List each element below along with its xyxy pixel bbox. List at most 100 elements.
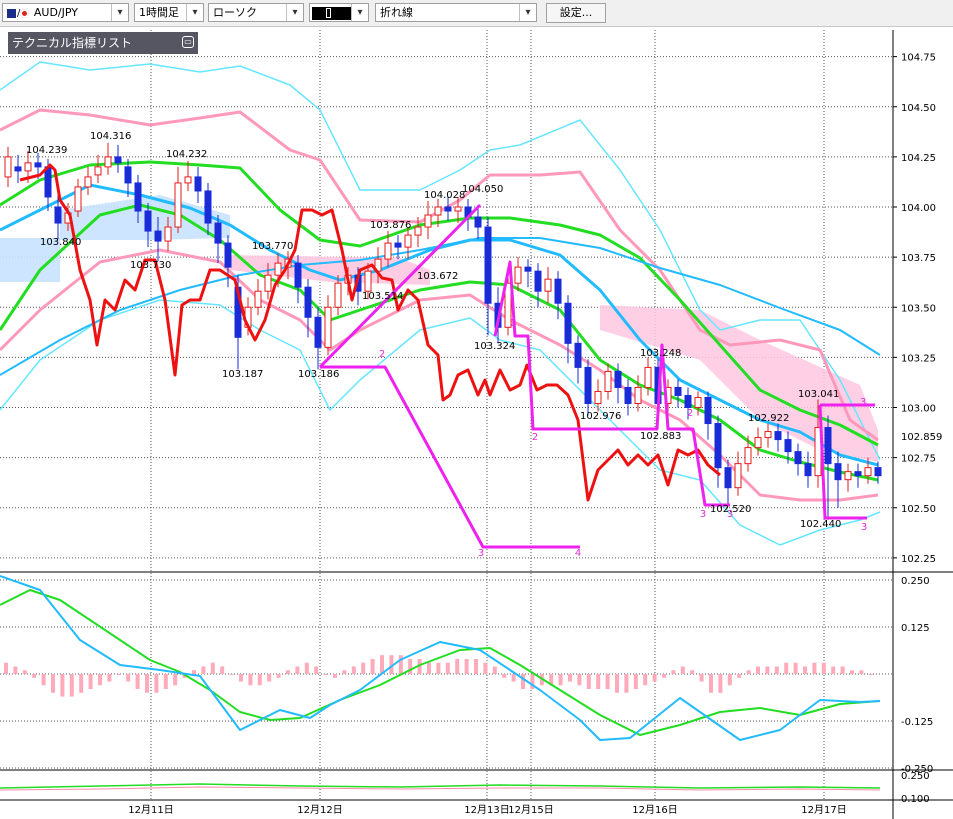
chevron-down-icon[interactable]: ▾	[519, 4, 536, 21]
candle-up	[424, 214, 432, 228]
indicator-list-panel[interactable]: テクニカル指標リスト ▭	[8, 32, 198, 54]
candle-down	[714, 423, 722, 469]
candle-down	[214, 222, 222, 244]
histogram-bar	[859, 670, 864, 674]
candle-down	[34, 162, 42, 168]
histogram-bar	[568, 674, 572, 682]
candle-up	[454, 206, 462, 212]
settings-button[interactable]: 設定...	[546, 3, 606, 23]
candle-down	[534, 270, 542, 292]
histogram-bar	[135, 674, 140, 690]
candle-up	[104, 156, 112, 168]
cloud-area-blue	[0, 238, 60, 282]
candle-down	[804, 463, 812, 477]
histogram-bar	[812, 662, 817, 674]
histogram-bar	[60, 674, 65, 697]
oscillator-tick-label: -0.250	[901, 764, 933, 775]
lower-panel-line	[0, 783, 881, 789]
price-annotation: 104.050	[462, 184, 503, 195]
histogram-bar	[69, 674, 74, 697]
histogram-bar	[474, 658, 478, 674]
candle-down	[524, 266, 532, 272]
line-tool-select[interactable]: 折れ線 ▾	[375, 3, 537, 22]
histogram-bar	[615, 674, 619, 693]
symbol-select[interactable]: / AUD/JPY ▾	[2, 3, 129, 22]
price-annotation: 103.770	[252, 241, 293, 252]
histogram-bar	[436, 662, 441, 674]
histogram-bar	[163, 674, 168, 690]
price-annotation: 103.730	[130, 260, 171, 271]
histogram-bar	[756, 666, 760, 674]
oscillator-signal-line	[0, 589, 881, 736]
histogram-bar	[502, 674, 507, 678]
histogram-bar	[643, 674, 648, 686]
price-annotation: 103.514	[362, 291, 403, 302]
color-swatch	[312, 6, 352, 20]
chart-toolbar: / AUD/JPY ▾ 1時間足 ▾ ローソク ▾ ▾ 折れ線 ▾ 設定...	[0, 0, 953, 27]
histogram-bar	[192, 670, 196, 674]
candle-down	[824, 427, 832, 465]
price-annotation: 102.440	[800, 519, 841, 530]
histogram-bar	[154, 674, 159, 693]
histogram-bar	[257, 674, 262, 686]
y-tick-label: 103.75	[901, 253, 936, 264]
histogram-bar	[173, 674, 178, 686]
histogram-bar	[577, 674, 582, 686]
histogram-bar	[633, 674, 638, 690]
chevron-down-icon[interactable]: ▾	[111, 4, 128, 21]
candle-up	[24, 162, 32, 172]
oscillator-tick-label: 0.250	[901, 576, 930, 587]
histogram-bar	[22, 670, 27, 674]
timeframe-select[interactable]: 1時間足 ▾	[134, 3, 204, 22]
histogram-bar	[709, 674, 713, 693]
histogram-bar	[737, 674, 742, 678]
color-select[interactable]: ▾	[309, 3, 369, 22]
histogram-bar	[286, 670, 290, 674]
histogram-bar	[323, 674, 328, 675]
y-tick-label: 102.25	[901, 554, 936, 565]
chevron-down-icon[interactable]: ▾	[186, 4, 203, 21]
histogram-bar	[840, 666, 845, 674]
chart-style-select[interactable]: ローソク ▾	[208, 3, 304, 22]
histogram-bar	[361, 662, 366, 674]
candle-down	[874, 467, 882, 477]
lower-panel-tick-label: 0.100	[901, 794, 930, 805]
candle-down	[674, 386, 682, 396]
wave-label: 2	[379, 349, 385, 360]
candle-up	[264, 274, 272, 292]
wave-label: 3	[700, 509, 706, 520]
candle-down	[724, 467, 732, 489]
minimize-icon[interactable]: ▭	[182, 36, 194, 48]
histogram-bar	[784, 662, 789, 674]
histogram-bar	[229, 674, 234, 675]
candle-up	[364, 270, 372, 292]
oscillator-tick-label: 0.125	[901, 623, 930, 634]
y-tick-label: 103.00	[901, 404, 936, 415]
price-annotation: 104.316	[90, 131, 131, 142]
candle-up	[644, 366, 652, 388]
histogram-bar	[248, 674, 253, 686]
x-tick-label: 12月12日	[297, 804, 342, 816]
bollinger-upper-1	[0, 108, 879, 442]
y-tick-label: 104.00	[901, 203, 936, 214]
candle-down	[794, 451, 802, 465]
histogram-bar	[417, 658, 422, 674]
histogram-bar	[596, 674, 601, 690]
histogram-bar	[427, 662, 431, 674]
wave-label: 3	[860, 397, 866, 408]
x-tick-label: 12月13日	[464, 804, 509, 816]
y-tick-label: 102.50	[901, 504, 936, 515]
wave-label: 3	[861, 522, 867, 533]
candle-up	[334, 282, 342, 308]
y-tick-label: 104.25	[901, 153, 936, 164]
histogram-bar	[680, 666, 685, 674]
histogram-bar	[201, 666, 206, 674]
symbol-label: AUD/JPY	[33, 6, 78, 19]
histogram-bar	[699, 674, 704, 682]
chevron-down-icon[interactable]: ▾	[351, 4, 368, 21]
zigzag-line	[320, 365, 580, 549]
ma-green-upper	[0, 160, 879, 447]
histogram-bar	[333, 674, 337, 678]
chevron-down-icon[interactable]: ▾	[286, 4, 303, 21]
